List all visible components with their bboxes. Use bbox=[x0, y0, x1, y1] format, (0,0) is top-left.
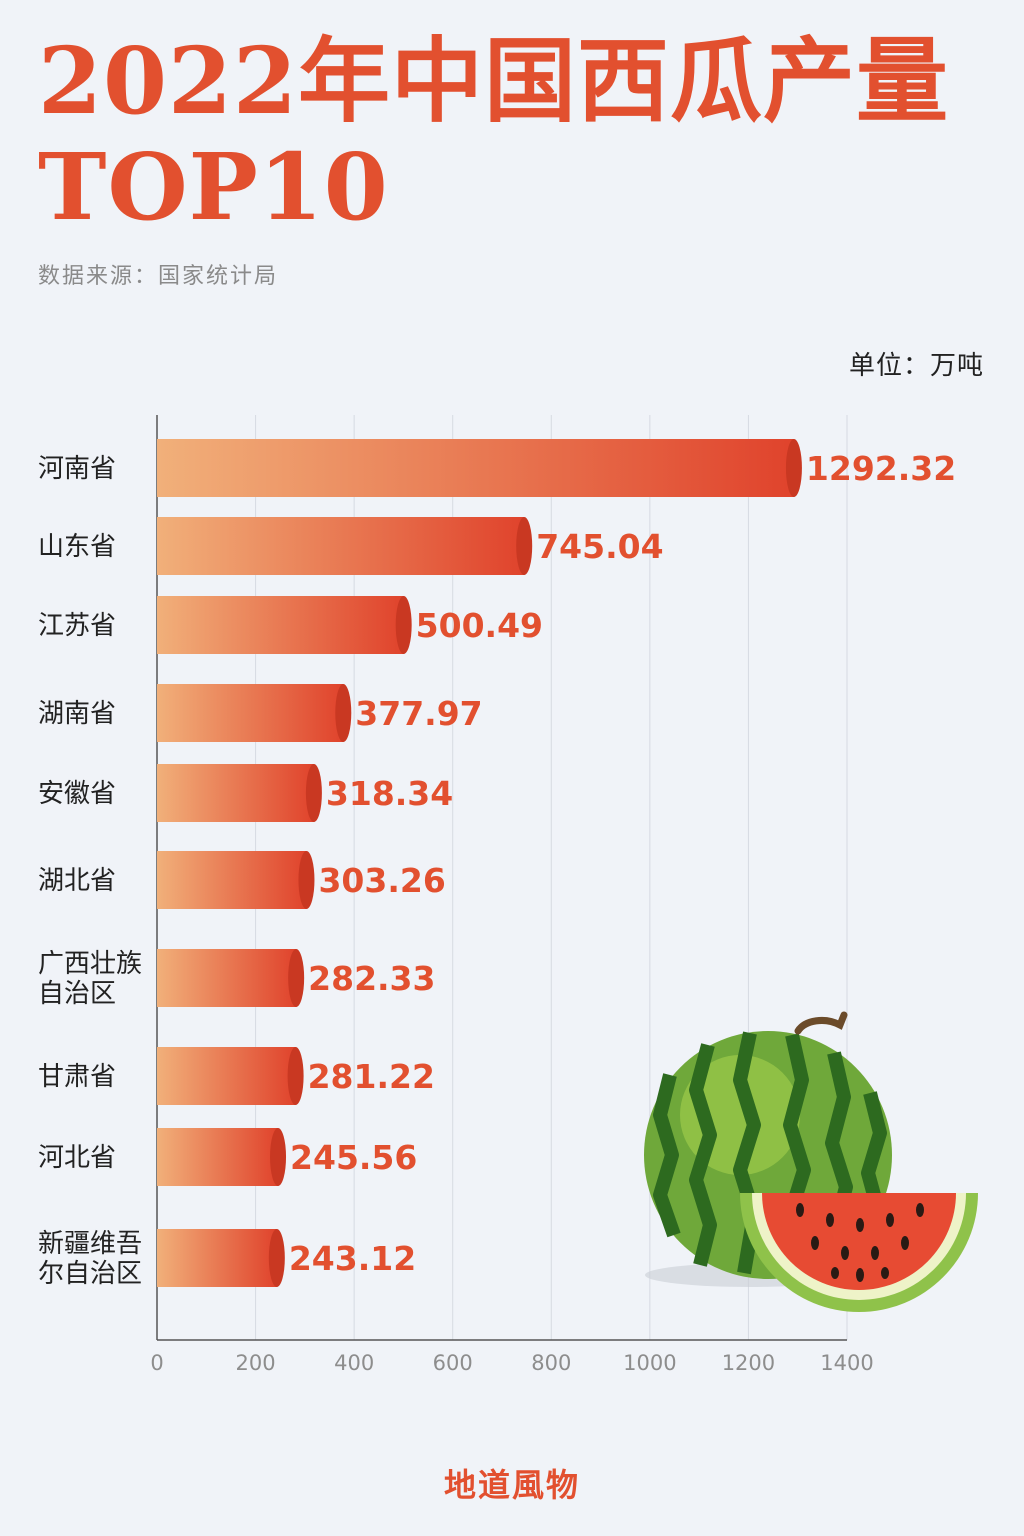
value-label: 303.26 bbox=[318, 861, 445, 900]
bar bbox=[157, 517, 525, 575]
value-label: 377.97 bbox=[355, 694, 482, 733]
bar-end-cap bbox=[335, 684, 352, 742]
bar bbox=[157, 684, 344, 742]
bars bbox=[157, 439, 802, 1287]
value-label: 1292.32 bbox=[806, 449, 956, 488]
value-label: 243.12 bbox=[289, 1239, 416, 1278]
bar bbox=[157, 851, 307, 909]
x-tick-label: 200 bbox=[236, 1351, 276, 1375]
bar-end-cap bbox=[395, 596, 412, 654]
bar-end-cap bbox=[305, 764, 322, 822]
bar-end-cap bbox=[516, 517, 533, 575]
value-label: 500.49 bbox=[416, 606, 543, 645]
value-label: 282.33 bbox=[308, 959, 435, 998]
category-label: 尔自治区 bbox=[38, 1259, 142, 1289]
bar bbox=[157, 949, 297, 1007]
watermelon-illustration bbox=[644, 1011, 978, 1312]
category-label: 湖南省 bbox=[38, 699, 116, 729]
chart-title-line2: TOP10 bbox=[38, 133, 389, 241]
bar-chart: 0 200 400 600 800 1000 1200 1400 1292.32 河南省 745.0… bbox=[38, 415, 956, 1375]
category-label: 山东省 bbox=[38, 532, 116, 562]
bar-end-cap bbox=[268, 1229, 285, 1287]
chart-title: 2022年中国西瓜产量 TOP10 bbox=[38, 28, 998, 240]
labels: 0 200 400 600 800 1000 1200 1400 1292.32 河南省 745.0… bbox=[38, 449, 956, 1375]
category-label: 自治区 bbox=[38, 979, 116, 1009]
bar-end-cap bbox=[287, 1047, 304, 1105]
category-label: 安徽省 bbox=[38, 779, 116, 809]
bar bbox=[157, 1229, 277, 1287]
category-label: 广西壮族 bbox=[38, 949, 142, 979]
x-tick-label: 1400 bbox=[820, 1351, 873, 1375]
category-label: 湖北省 bbox=[38, 866, 116, 896]
category-label: 甘肃省 bbox=[38, 1062, 116, 1092]
x-tick-label: 600 bbox=[433, 1351, 473, 1375]
x-tick-label: 1200 bbox=[722, 1351, 775, 1375]
x-tick-label: 400 bbox=[334, 1351, 374, 1375]
bar bbox=[157, 439, 794, 497]
category-label: 河北省 bbox=[38, 1143, 116, 1173]
bar-end-cap bbox=[298, 851, 315, 909]
category-label: 新疆维吾 bbox=[38, 1229, 142, 1259]
value-label: 745.04 bbox=[536, 527, 663, 566]
x-tick-label: 1000 bbox=[623, 1351, 676, 1375]
brand-logo: 地道風物 bbox=[443, 1466, 580, 1504]
unit-label: 单位：万吨 bbox=[848, 351, 984, 381]
value-label: 318.34 bbox=[326, 774, 453, 813]
bar bbox=[157, 596, 404, 654]
value-label: 245.56 bbox=[290, 1138, 417, 1177]
x-tick-label: 0 bbox=[150, 1351, 163, 1375]
category-label: 江苏省 bbox=[38, 611, 116, 641]
bar bbox=[157, 764, 314, 822]
category-label: 河南省 bbox=[38, 454, 116, 484]
chart-title-line1: 2022年中国西瓜产量 bbox=[38, 27, 950, 135]
bar-end-cap bbox=[785, 439, 802, 497]
bar-end-cap bbox=[270, 1128, 287, 1186]
x-tick-label: 800 bbox=[531, 1351, 571, 1375]
bar-end-cap bbox=[288, 949, 305, 1007]
bar bbox=[157, 1047, 296, 1105]
value-label: 281.22 bbox=[308, 1057, 435, 1096]
data-source: 数据来源：国家统计局 bbox=[38, 264, 279, 289]
bar bbox=[157, 1128, 279, 1186]
